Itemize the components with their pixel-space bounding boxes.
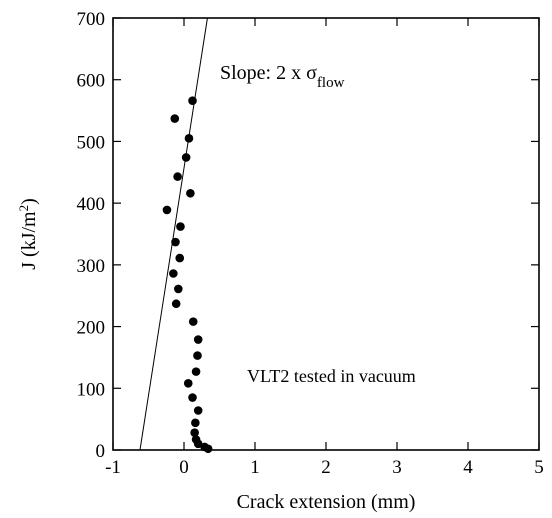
data-point <box>170 114 180 123</box>
slope-annotation-sub: flow <box>317 75 345 91</box>
data-point <box>162 205 172 215</box>
data-point <box>191 418 200 428</box>
data-point <box>176 222 185 231</box>
data-point <box>188 317 198 326</box>
data-point <box>174 284 183 294</box>
data-point <box>183 379 193 388</box>
y-tick-label: 500 <box>77 132 106 153</box>
data-point <box>193 351 202 360</box>
x-tick-label: 5 <box>534 457 544 478</box>
y-axis-title-main: J (kJ/m <box>18 211 40 270</box>
slope-line <box>139 17 208 451</box>
y-tick-label: 700 <box>77 9 106 30</box>
data-point <box>169 269 178 278</box>
y-tick-label: 400 <box>77 194 106 215</box>
data-point <box>175 253 185 263</box>
data-point <box>190 428 199 438</box>
y-axis-title: J (kJ/m2) <box>16 198 41 270</box>
specimen-annotation: VLT2 tested in vacuum <box>247 366 416 386</box>
data-point <box>203 444 213 454</box>
x-tick-label: 2 <box>321 457 331 478</box>
data-point <box>173 172 182 181</box>
data-point <box>171 237 180 247</box>
data-point <box>193 439 203 449</box>
data-points <box>162 96 213 454</box>
data-point <box>181 153 191 162</box>
x-tick-label: 1 <box>250 457 260 478</box>
y-tick-label: 300 <box>77 256 106 277</box>
x-tick-label: -1 <box>105 457 121 478</box>
y-tick-label: 200 <box>77 318 106 339</box>
data-point <box>186 188 195 198</box>
data-point <box>191 367 201 376</box>
y-axis-title-sup: 2 <box>16 205 31 212</box>
y-tick-label: 600 <box>77 71 106 92</box>
y-tick-label: 0 <box>96 441 106 462</box>
data-point <box>188 393 197 402</box>
slope-annotation: Slope: 2 x σflow <box>220 62 345 91</box>
data-point <box>184 134 194 143</box>
data-point <box>193 335 203 344</box>
y-axis-title-end: ) <box>18 198 40 205</box>
x-tick-label: 0 <box>179 457 189 478</box>
slope-annotation-main: Slope: 2 x σ <box>220 62 317 84</box>
axis-ticks <box>112 17 540 451</box>
x-tick-label: 3 <box>392 457 402 478</box>
y-tick-label: 100 <box>77 379 106 400</box>
data-point <box>171 299 181 309</box>
x-tick-label: 4 <box>463 457 473 478</box>
data-point <box>188 96 197 105</box>
x-axis-title: Crack extension (mm) <box>237 491 416 513</box>
data-point <box>193 406 203 415</box>
